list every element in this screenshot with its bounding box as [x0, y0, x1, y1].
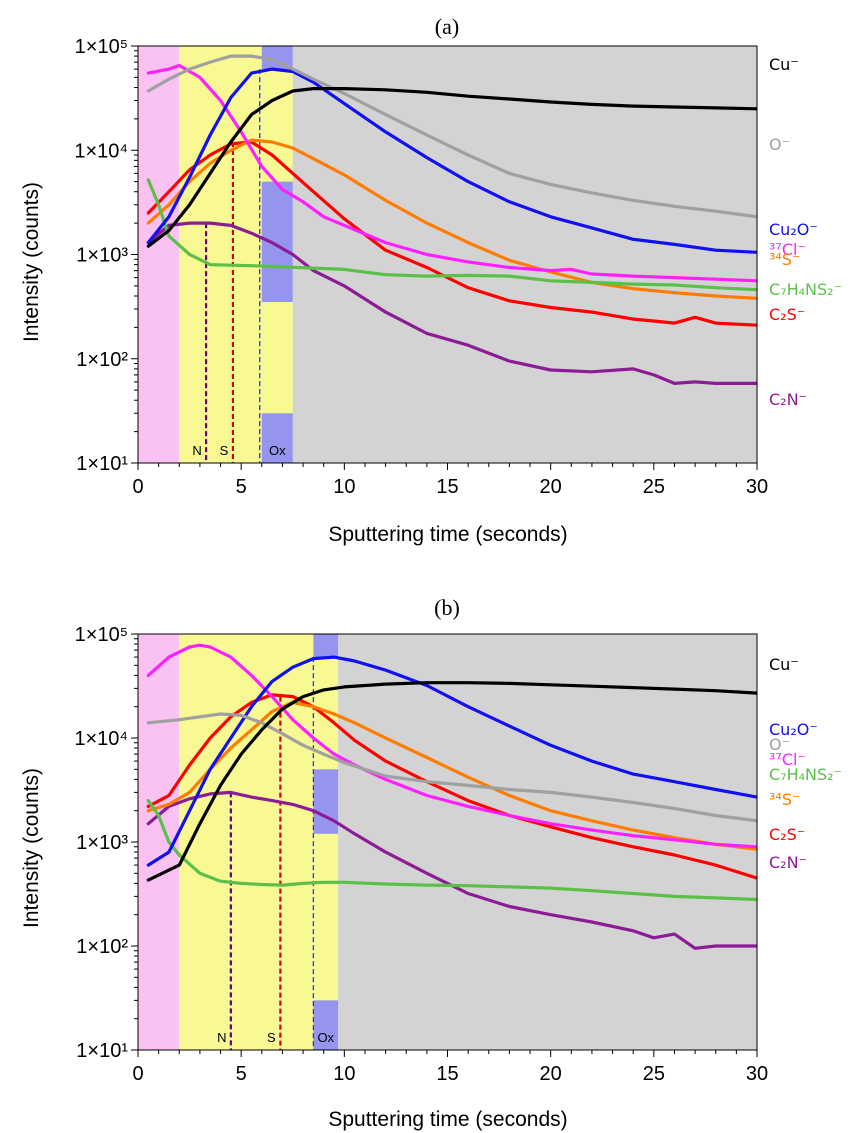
panel-b-x-tick-label-2: 10: [333, 1063, 355, 1085]
panel-b-series-line-3: [146, 643, 757, 849]
panel-b-series-label-2: Cu₂O⁻: [769, 720, 818, 739]
panel-a-region-0: [138, 46, 180, 463]
panel-b-series-label-5: ³⁴S⁻: [769, 790, 800, 809]
panel-a-series-label-0: Cu⁻: [769, 55, 799, 74]
panel-a-series-label-7: C₂N⁻: [769, 390, 807, 409]
panel-a-x-tick-label-6: 30: [746, 476, 768, 498]
panel-b-series-line-2: [146, 655, 757, 867]
panel-b-region-4: [313, 769, 339, 834]
panel-a-y-tick-label-0: 1×10¹: [76, 453, 128, 475]
panel-a-marker-label-1: S: [220, 443, 229, 458]
panel-b-x-axis-label: Sputtering time (seconds): [328, 1108, 567, 1131]
panel-a-region-label-5: Ox: [269, 443, 286, 458]
panel-a-regions: Ox: [138, 46, 757, 463]
panel-b-marker-label-1: S: [267, 1030, 276, 1045]
panel-a-x-axis-label: Sputtering time (seconds): [328, 523, 567, 546]
panel-a-y-axis-label: Intensity (counts): [20, 182, 43, 342]
panel-b-y-tick-label-1: 1×10²: [76, 936, 128, 958]
panel-b-series-line-0: [146, 681, 757, 882]
panel-a-region-2: [292, 46, 757, 463]
panel-a-series-line-0: [146, 86, 757, 248]
panel-a-title: (a): [435, 14, 459, 39]
panel-a-series-line-7: [146, 221, 757, 385]
panel-a-x-tick-label-5: 25: [643, 476, 665, 498]
panel-b-x-tick-label-4: 20: [540, 1063, 562, 1085]
panel-b-x-tick-label-3: 15: [436, 1063, 458, 1085]
panel-a-region-4: [261, 181, 293, 303]
panel-a-region-3: [261, 46, 293, 70]
panel-b-series-line-7: [146, 790, 757, 950]
panel-a-series-line-1: [146, 54, 757, 219]
panel-b-x-tick-label-6: 30: [746, 1063, 768, 1085]
panel-a-series-line-2: [146, 67, 757, 254]
panel-b-title: (b): [434, 595, 460, 620]
panel-b-x-tick-label-5: 25: [643, 1063, 665, 1085]
panel-b-region-5: [313, 1000, 339, 1050]
panel-b-series-label-4: C₇H₄NS₂⁻: [769, 765, 842, 784]
panel-a: (a) Ox N S 0 5 10 15 20 25 30 1×10¹ 1×10² 1×10³ 1×1…: [20, 14, 842, 546]
panel-b-region-3: [313, 634, 339, 658]
panel-a-marker-label-0: N: [192, 443, 201, 458]
panel-a-y-tick-label-2: 1×10³: [76, 245, 128, 267]
panel-b-marker-label-0: N: [217, 1030, 226, 1045]
panel-a-x-tick-label-2: 10: [333, 476, 355, 498]
panel-a-series-label-1: O⁻: [769, 135, 790, 154]
panel-b-x-tick-label-1: 5: [236, 1063, 247, 1085]
panel-a-series: [146, 54, 757, 385]
panel-b-series-labels: Cu⁻ O⁻Cu₂O⁻ ³⁷Cl⁻C₇H₄NS₂⁻ ³⁴S⁻ C₂S⁻ C₂N⁻: [769, 655, 842, 872]
panel-a-series-labels: Cu⁻ O⁻ Cu₂O⁻³⁷Cl⁻ C₇H₄NS₂⁻ ³⁴S⁻ C₂S⁻ C₂N⁻: [769, 55, 842, 409]
panel-b-series-line-1: [146, 712, 757, 823]
panel-a-series-label-5: ³⁴S⁻: [769, 250, 800, 269]
panel-b-series-label-1: O⁻: [769, 735, 790, 754]
panel-a-series-label-3: ³⁷Cl⁻: [769, 240, 806, 259]
panel-b-x-tick-label-0: 0: [132, 1063, 143, 1085]
panel-b-series-label-3: ³⁷Cl⁻: [769, 750, 806, 769]
panel-a-x-tick-label-0: 0: [132, 476, 143, 498]
panel-b-regions: Ox: [138, 634, 757, 1050]
panel-b-region-1: [179, 634, 339, 1050]
panel-b-y-tick-label-4: 1×10⁵: [75, 624, 128, 646]
panel-a-y-tick-label-1: 1×10²: [76, 349, 128, 371]
panel-a-axes: 0 5 10 15 20 25 30 1×10¹ 1×10² 1×10³ 1×10⁴ 1×10⁵: [74, 36, 768, 498]
panel-a-y-tick-label-4: 1×10⁵: [75, 36, 128, 58]
panel-a-series-label-4: C₇H₄NS₂⁻: [769, 280, 842, 299]
panel-a-x-tick-label-4: 20: [540, 476, 562, 498]
panel-b-series-label-7: C₂N⁻: [769, 853, 807, 872]
panel-a-region-5: [261, 413, 293, 463]
panel-a-x-tick-label-3: 15: [436, 476, 458, 498]
panel-b-series-label-6: C₂S⁻: [769, 825, 805, 844]
panel-a-series-label-2: Cu₂O⁻: [769, 220, 818, 239]
panel-a-x-tick-label-1: 5: [236, 476, 247, 498]
panel-b-y-axis-label: Intensity (counts): [20, 768, 43, 928]
panel-b-y-tick-label-0: 1×10¹: [76, 1040, 128, 1062]
panel-a-series-line-4: [146, 178, 757, 292]
panel-b-series-label-0: Cu⁻: [769, 655, 799, 674]
panel-b-axes: 0 5 10 15 20 25 30 1×10¹ 1×10² 1×10³ 1×10⁴ 1×10⁵: [74, 624, 768, 1085]
panel-a-series-line-3: [146, 63, 757, 283]
panel-b-y-tick-label-3: 1×10⁴: [74, 728, 128, 750]
panel-a-y-tick-label-3: 1×10⁴: [74, 140, 128, 162]
panel-a-series-line-5: [146, 138, 757, 300]
panel-a-series-label-6: C₂S⁻: [769, 305, 805, 324]
panel-b-series-line-5: [146, 700, 757, 851]
panel-b-series-line-6: [146, 693, 757, 880]
panel-b-y-tick-label-2: 1×10³: [76, 832, 128, 854]
panel-b-series-line-4: [146, 798, 757, 902]
panel-b-series: [146, 643, 757, 950]
panel-b-region-label-5: Ox: [317, 1030, 334, 1045]
panel-a-series-line-6: [146, 140, 757, 327]
